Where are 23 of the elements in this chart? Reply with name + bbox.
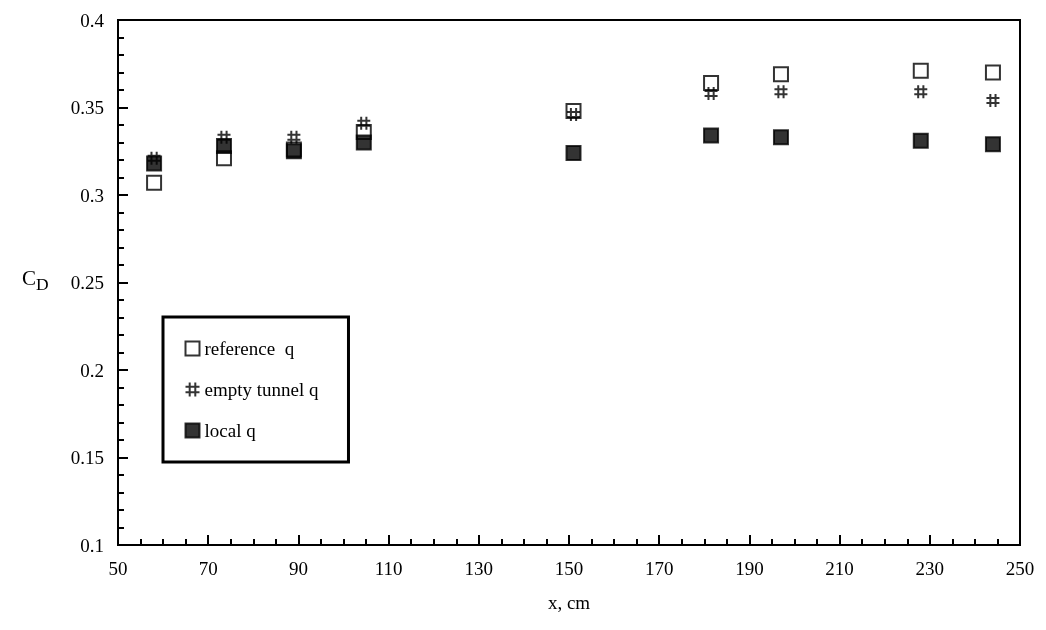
y-tick-label: 0.35: [70, 97, 104, 118]
legend-label: local q: [204, 420, 257, 441]
x-tick-label: 70: [198, 558, 218, 579]
x-axis-title: x, cm: [547, 592, 591, 613]
y-tick-label: 0.25: [70, 272, 104, 293]
y-tick-label: 0.2: [80, 359, 104, 381]
x-tick-label: 230: [915, 558, 945, 579]
x-tick-label: 130: [464, 558, 494, 579]
y-tick-label: 0.1: [80, 534, 104, 556]
x-tick-label: 250: [1005, 558, 1035, 579]
y-tick-label: 0.3: [80, 184, 104, 206]
y-axis-title: C$_{D}$: [22, 266, 49, 296]
x-tick-label: 90: [288, 558, 308, 579]
y-tick-label: 0.4: [80, 9, 105, 31]
x-tick-label: 170: [644, 558, 674, 579]
x-tick-label: 50: [108, 558, 128, 579]
legend-label: reference q: [204, 338, 295, 359]
legend-label: empty tunnel q: [204, 379, 319, 400]
y-tick-label: 0.15: [70, 447, 104, 468]
x-tick-label: 110: [374, 558, 403, 579]
x-tick-label: 190: [735, 558, 764, 579]
x-tick-label: 210: [825, 558, 854, 579]
x-tick-label: 150: [554, 558, 584, 579]
